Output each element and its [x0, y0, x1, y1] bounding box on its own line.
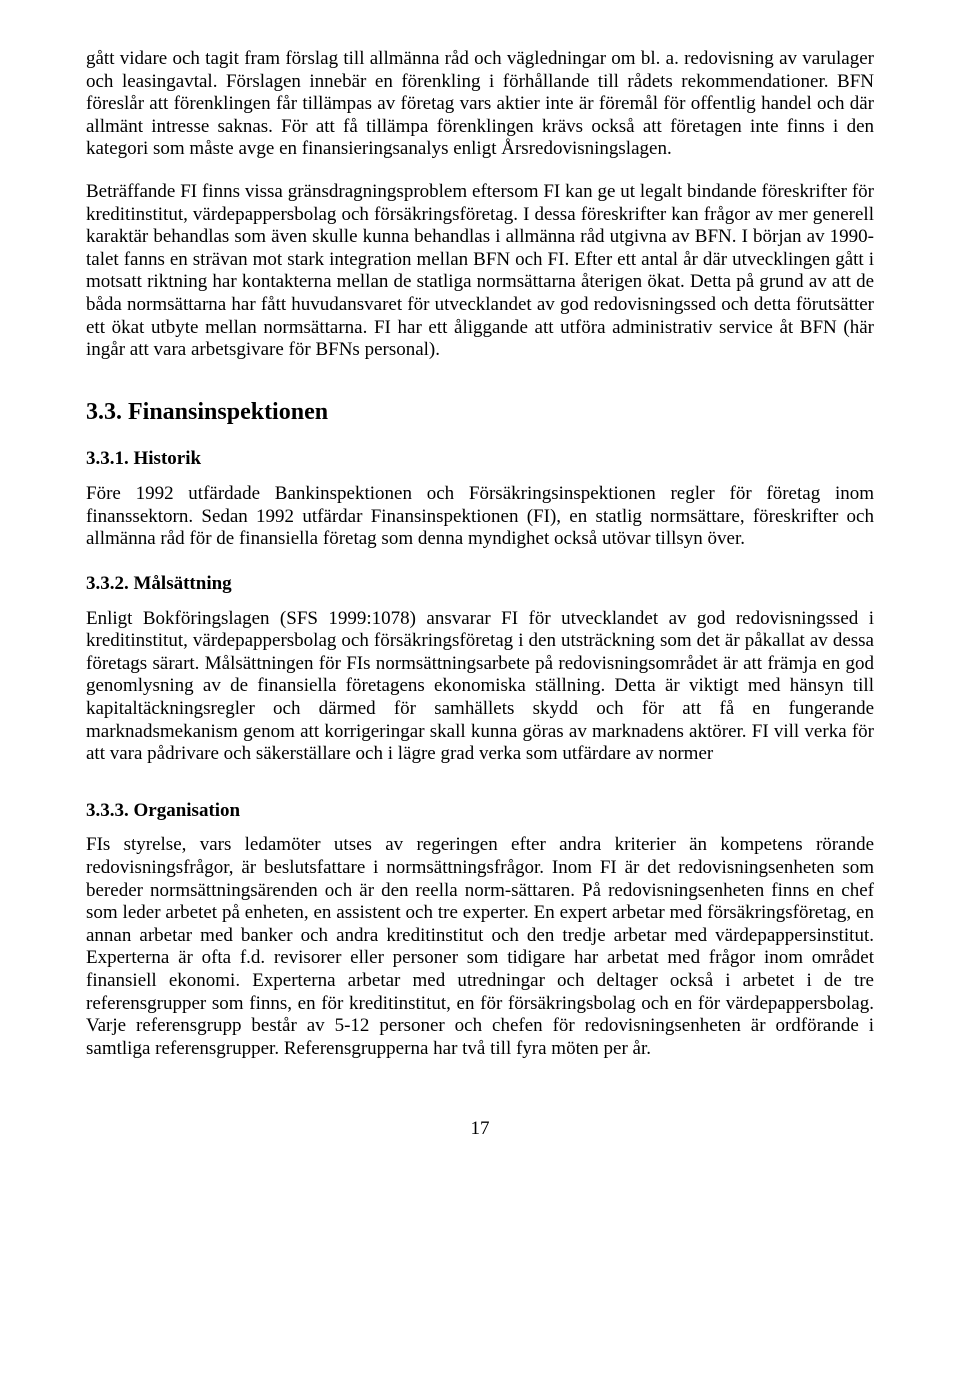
body-paragraph: FIs styrelse, vars ledamöter utses av re… [86, 834, 874, 1060]
body-paragraph: Beträffande FI finns vissa gränsdragning… [86, 181, 874, 362]
subsection-heading-3-3-2: 3.3.2. Målsättning [86, 573, 874, 596]
document-page: gått vidare och tagit fram förslag till … [0, 0, 960, 1384]
section-heading-3-3: 3.3. Finansinspektionen [86, 398, 874, 427]
body-paragraph: Enligt Bokföringslagen (SFS 1999:1078) a… [86, 608, 874, 766]
body-paragraph: Före 1992 utfärdade Bankinspektionen och… [86, 483, 874, 551]
body-paragraph: gått vidare och tagit fram förslag till … [86, 48, 874, 161]
subsection-heading-3-3-3: 3.3.3. Organisation [86, 800, 874, 823]
subsection-heading-3-3-1: 3.3.1. Historik [86, 448, 874, 471]
page-number: 17 [86, 1118, 874, 1141]
